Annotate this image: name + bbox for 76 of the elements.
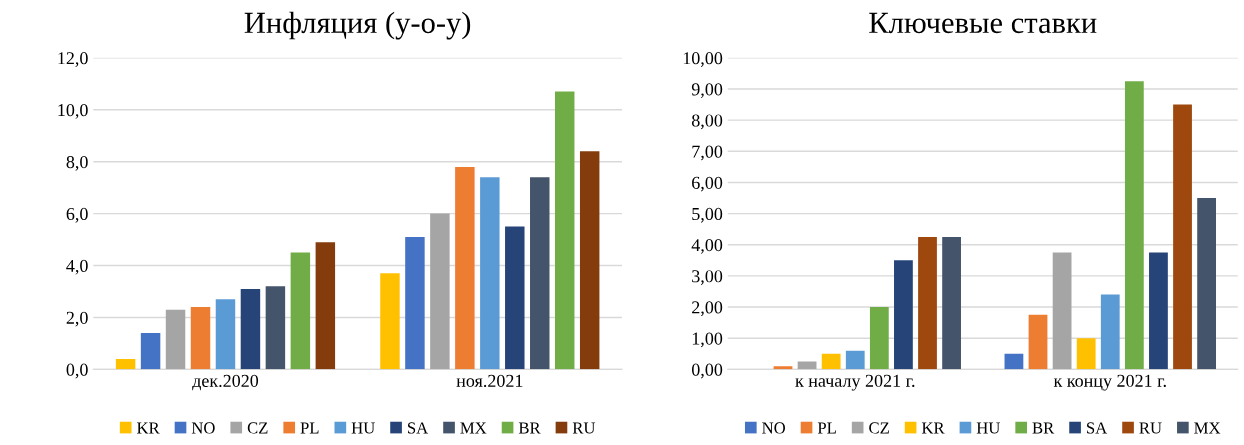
legend-label: CZ [247, 422, 268, 434]
legend-label: RU [1139, 422, 1162, 434]
y-tick-label: 12,0 [58, 52, 88, 67]
legend-label: KR [921, 422, 945, 434]
y-tick-label: 4,0 [66, 259, 88, 275]
bar [1173, 104, 1192, 370]
bar [480, 177, 500, 370]
legend-label: SA [1087, 422, 1108, 434]
bar [1052, 252, 1072, 370]
legend-label: KR [137, 422, 160, 434]
y-tick-label: 1,00 [692, 332, 723, 348]
bar [405, 236, 425, 370]
y-tick-label: 2,0 [66, 311, 88, 327]
bar [1197, 198, 1216, 370]
bar [1004, 353, 1024, 370]
bar [554, 91, 575, 370]
bar [773, 366, 793, 370]
bar [1028, 314, 1048, 370]
bar [455, 166, 475, 370]
y-tick-label: 7,00 [692, 145, 723, 161]
bar [265, 286, 286, 370]
legend-label: BR [1032, 422, 1055, 434]
y-tick-label: 2,00 [692, 301, 723, 317]
bar [1149, 252, 1168, 370]
y-tick-label: 9,00 [691, 83, 723, 99]
bar [115, 358, 136, 370]
bar [215, 299, 236, 370]
y-tick-label: 5,00 [692, 207, 723, 223]
legend-label: NO [762, 422, 786, 434]
y-tick-label: 6,00 [692, 176, 723, 192]
bar [821, 353, 841, 370]
y-tick-label: 8,0 [66, 155, 88, 171]
bar [530, 177, 550, 370]
legend-label: HU [976, 422, 1000, 434]
bar [1100, 294, 1120, 370]
y-tick-label: 0,0 [66, 363, 88, 379]
bar [869, 307, 889, 370]
bar [190, 307, 211, 370]
y-tick-label: 6,0 [66, 207, 88, 223]
bar [1076, 338, 1096, 370]
bar [1124, 81, 1144, 370]
legend-label: RU [572, 422, 596, 434]
bar [430, 213, 450, 370]
bar [290, 252, 311, 370]
y-tick-label: 10,0 [58, 104, 88, 119]
legend-label: SA [408, 422, 429, 434]
y-tick-label: 3,00 [692, 270, 723, 285]
bar [240, 288, 261, 370]
bar [505, 226, 525, 370]
bar [845, 350, 865, 370]
legend-label: PL [817, 422, 836, 434]
bar [894, 260, 913, 370]
y-tick-label: 0,00 [691, 363, 723, 379]
x-tick-label: к концу 2021 г. [1053, 374, 1166, 391]
y-tick-label: 8,00 [691, 114, 723, 130]
bar [140, 333, 161, 370]
legend-label: NO [191, 422, 215, 434]
legend-label: BR [518, 422, 541, 434]
legend-label: MX [1194, 422, 1221, 434]
legend-label: HU [351, 422, 375, 434]
bar [380, 273, 400, 370]
x-tick-label: к началу 2021 г. [795, 374, 915, 391]
bar [918, 236, 937, 370]
y-tick-label: 10,00 [683, 52, 723, 67]
bar [579, 151, 600, 370]
y-tick-label: 4,00 [691, 239, 723, 254]
legend-label: PL [300, 422, 319, 434]
legend-label: MX [460, 422, 487, 434]
x-tick-label: ноя.2021 [456, 374, 523, 387]
bar [315, 242, 336, 370]
chart-title: Ключевые ставки [869, 12, 1097, 34]
x-tick-label: дек.2020 [192, 374, 259, 391]
legend-label: CZ [869, 422, 889, 434]
bar [942, 236, 961, 370]
bar [165, 309, 186, 370]
chart-title: Инфляция (у-о-у) [244, 11, 471, 40]
